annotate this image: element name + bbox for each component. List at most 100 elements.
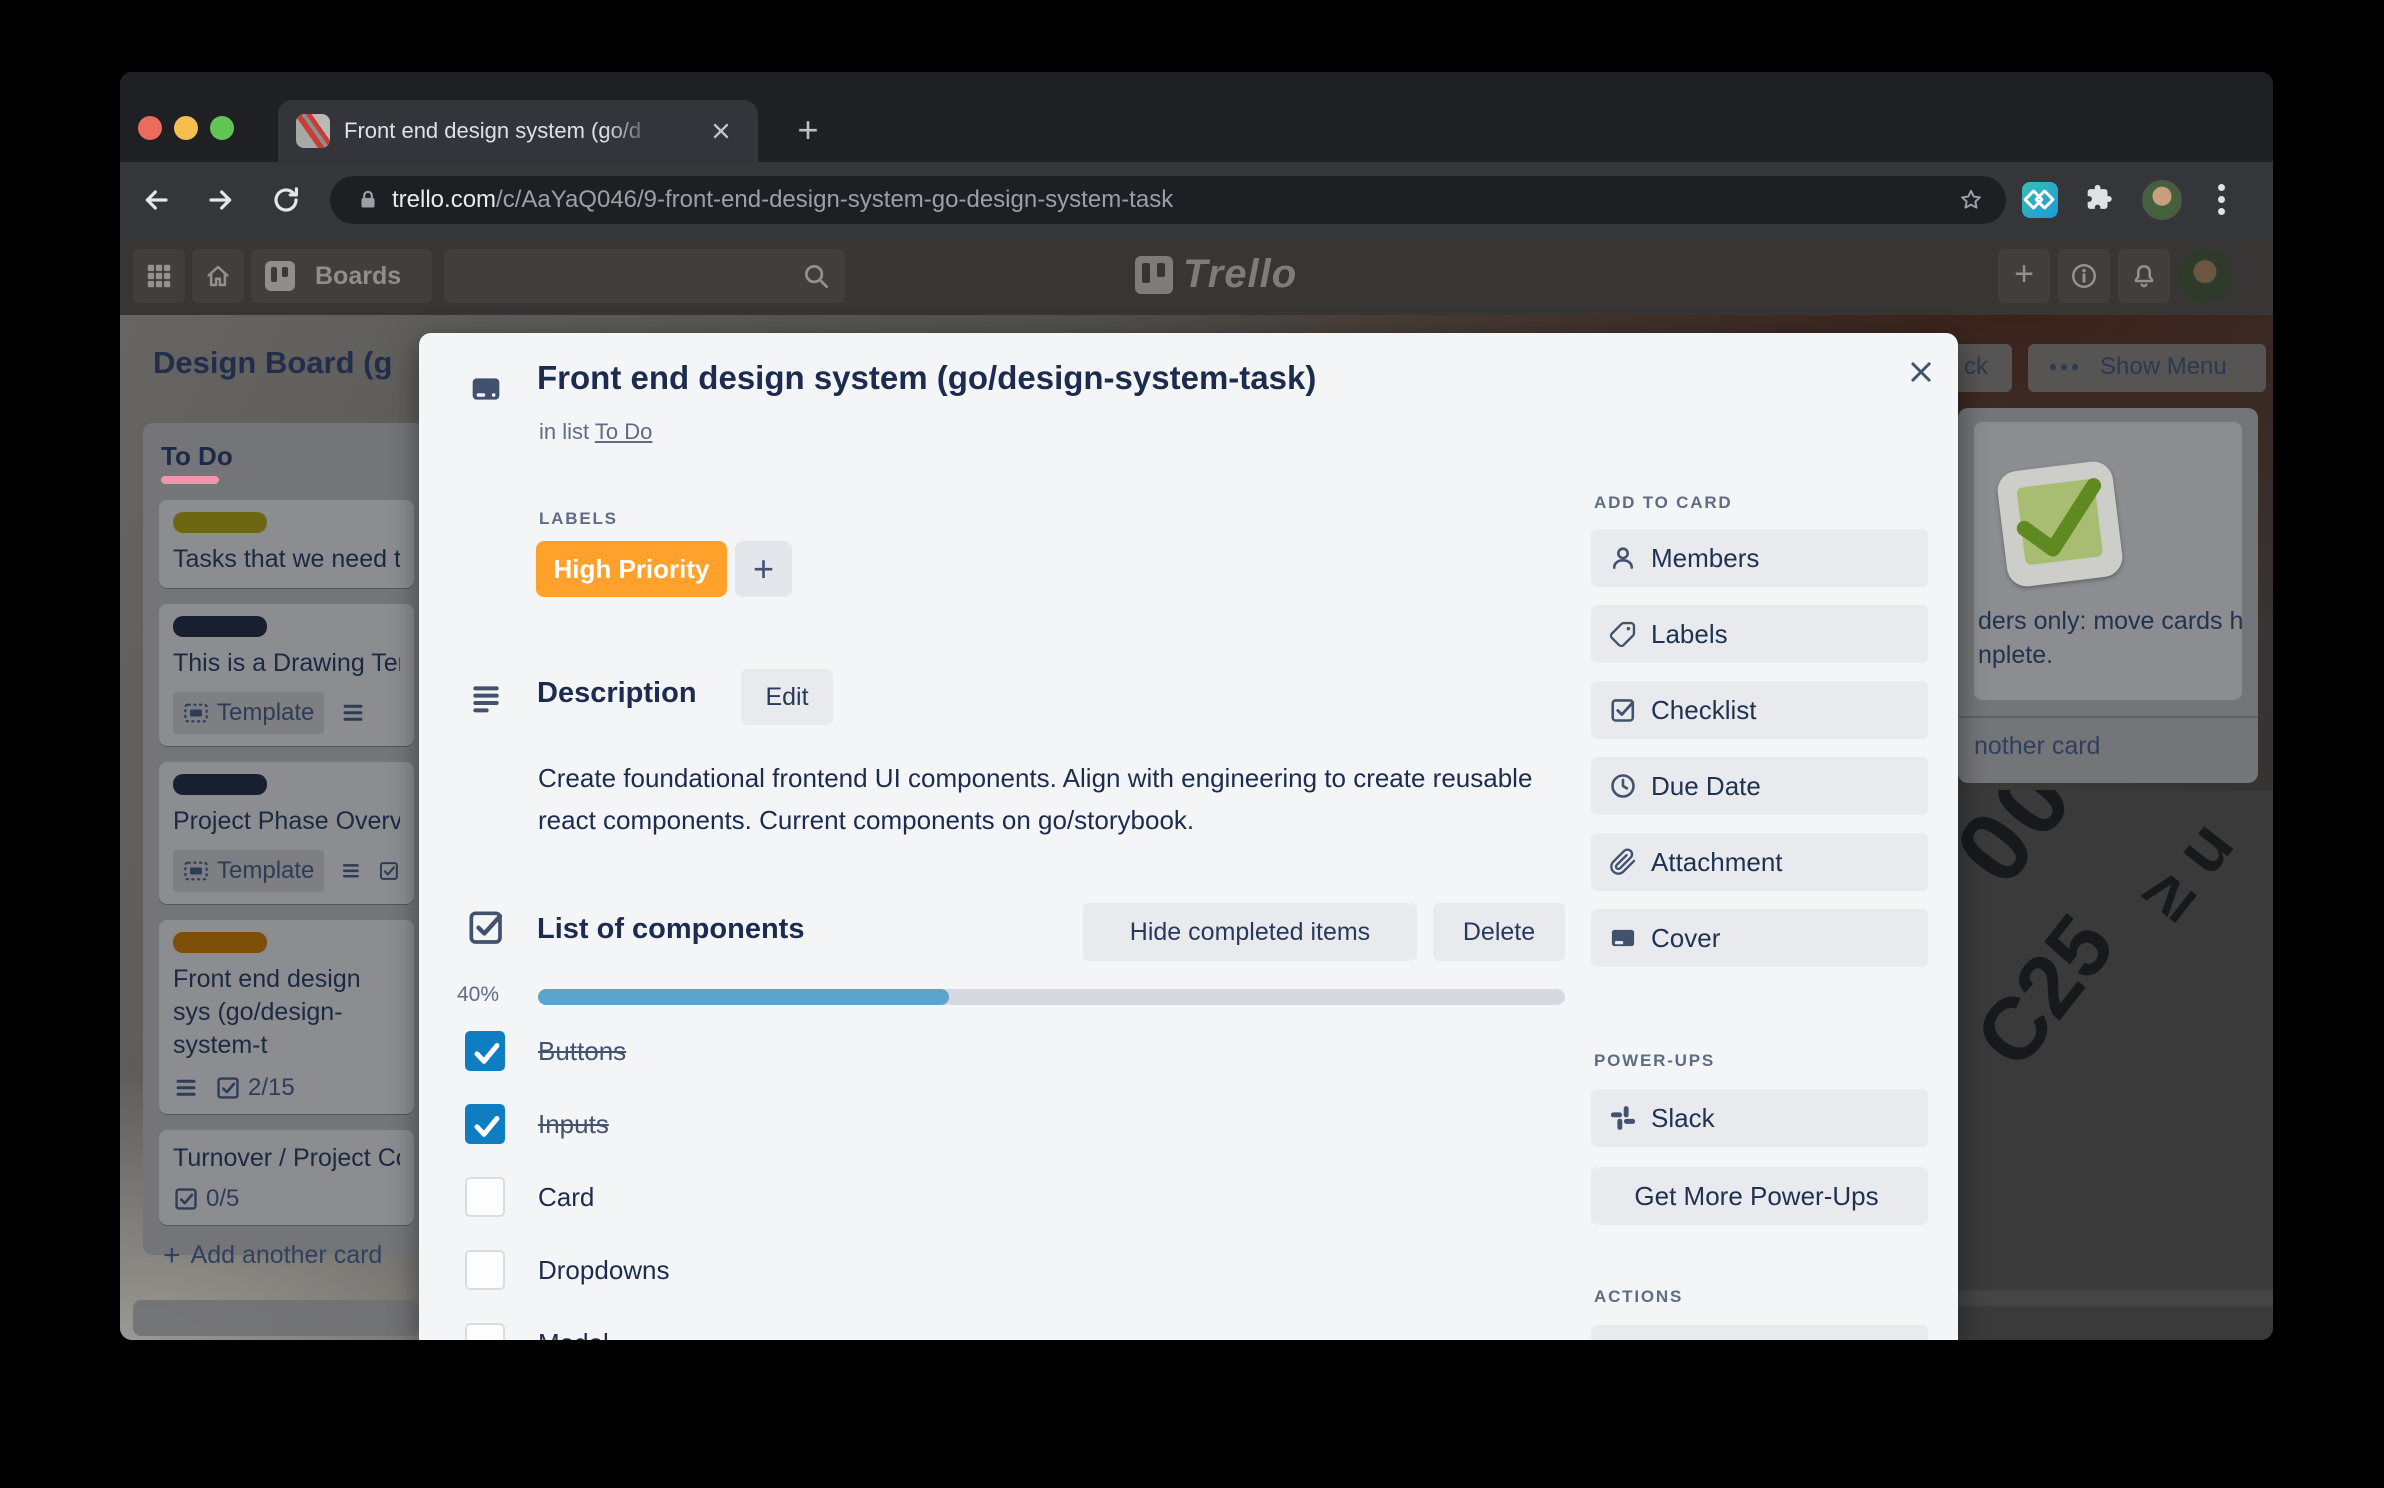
checkbox-unchecked-icon[interactable] — [465, 1177, 505, 1217]
members-button[interactable]: Members — [1591, 529, 1928, 587]
member-icon — [1609, 544, 1637, 572]
browser-profile-avatar[interactable] — [2142, 180, 2182, 220]
attachment-button[interactable]: Attachment — [1591, 833, 1928, 891]
checklist-item: Inputs — [465, 1104, 1565, 1177]
checklist-button[interactable]: Checklist — [1591, 681, 1928, 739]
board-title[interactable]: Design Board (g — [153, 345, 393, 380]
close-window-button[interactable] — [138, 116, 162, 140]
due-date-button[interactable]: Due Date — [1591, 757, 1928, 815]
trello-user-avatar[interactable] — [2178, 249, 2232, 303]
slack-powerup-button[interactable]: Slack — [1591, 1089, 1928, 1147]
description-badge-icon — [343, 864, 360, 878]
boards-button[interactable]: Boards — [251, 249, 432, 303]
checkbox-checked-icon[interactable] — [465, 1104, 505, 1144]
browser-window: Front end design system (go/d + — [120, 72, 2273, 1340]
info-button[interactable] — [2058, 249, 2110, 303]
back-button[interactable] — [140, 184, 172, 216]
powerups-header: POWER-UPS — [1594, 1051, 1716, 1070]
checklist-item-label[interactable]: Inputs — [538, 1109, 609, 1139]
template-badge: Template — [173, 850, 325, 892]
board-card[interactable]: Turnover / Project Co 0/5 — [159, 1130, 414, 1225]
board-card[interactable]: Project Phase Overv Template — [159, 762, 414, 904]
trello-favicon-icon — [296, 114, 330, 148]
actions-header: ACTIONS — [1594, 1287, 1684, 1306]
checklist-section-icon — [466, 907, 506, 947]
home-button[interactable] — [192, 249, 244, 303]
in-list-link[interactable]: To Do — [594, 419, 653, 444]
checklist-progress-track — [538, 989, 1565, 1005]
hide-completed-items-button[interactable]: Hide completed items — [1083, 903, 1417, 961]
card-front-icon — [467, 373, 505, 405]
checklist-item-label[interactable]: Dropdowns — [538, 1255, 670, 1285]
right-card-text: ders only: move cards h nplete. — [1978, 607, 2242, 669]
tab-close-icon[interactable] — [708, 118, 734, 144]
delete-checklist-button[interactable]: Delete — [1433, 903, 1565, 961]
notifications-bell-button[interactable] — [2118, 249, 2170, 303]
board-card[interactable]: This is a Drawing Ter Template — [159, 604, 414, 746]
checklist-count-badge: 2/15 — [215, 1074, 295, 1102]
card-label-navy — [173, 774, 267, 795]
checklist-progress-fill — [538, 989, 949, 1005]
checkbox-unchecked-icon[interactable] — [465, 1323, 505, 1340]
ellipsis-icon — [2050, 364, 2078, 370]
board-card[interactable]: Front end design sys (go/design-system-t… — [159, 920, 414, 1114]
close-modal-icon[interactable] — [1906, 357, 1936, 387]
in-list-line: in list To Do — [539, 419, 653, 444]
browser-toolbar: trello.com/c/AaYaQ046/9-front-end-design… — [120, 162, 2273, 238]
action-button-partial[interactable] — [1591, 1325, 1928, 1340]
labels-button[interactable]: Labels — [1591, 605, 1928, 663]
checkbox-unchecked-icon[interactable] — [465, 1250, 505, 1290]
extensions-puzzle-icon[interactable] — [2082, 182, 2116, 216]
checklist-item: Modal — [465, 1323, 1565, 1340]
cover-icon — [1609, 924, 1637, 952]
minimize-window-button[interactable] — [174, 116, 198, 140]
trello-page: Boards Trello + — [120, 238, 2273, 1340]
checkbox-checked-icon[interactable] — [465, 1031, 505, 1071]
checklist-item-label[interactable]: Card — [538, 1182, 595, 1212]
address-bar[interactable]: trello.com/c/AaYaQ046/9-front-end-design… — [330, 176, 2006, 224]
show-menu-button[interactable]: Show Menu — [2028, 344, 2266, 392]
add-to-card-header: ADD TO CARD — [1594, 493, 1733, 512]
modal-card-title[interactable]: Front end design system (go/design-syste… — [537, 359, 1317, 396]
clock-icon — [1609, 772, 1637, 800]
checklist-badge-icon — [380, 862, 399, 880]
extension-teal-icon[interactable] — [2022, 182, 2058, 218]
checklist-item: Card — [465, 1177, 1565, 1250]
description-header: Description — [537, 677, 697, 709]
checklist-item-label[interactable]: Buttons — [538, 1036, 627, 1066]
card-title: Front end design sys (go/design-system-t — [173, 965, 361, 1059]
edit-description-button[interactable]: Edit — [741, 669, 833, 725]
board-card[interactable]: Tasks that we need t — [159, 500, 414, 588]
template-badge: Template — [173, 692, 325, 734]
maximize-window-button[interactable] — [210, 116, 234, 140]
add-another-card-button[interactable]: + Add another card — [163, 1239, 383, 1272]
card-title: This is a Drawing Ter — [173, 649, 400, 677]
cover-button[interactable]: Cover — [1591, 909, 1928, 967]
browser-menu-icon[interactable] — [2216, 184, 2226, 218]
search-input[interactable] — [444, 249, 845, 303]
get-more-powerups-button[interactable]: Get More Power-Ups — [1591, 1167, 1928, 1225]
card-label-navy — [173, 616, 267, 637]
browser-tab[interactable]: Front end design system (go/d — [278, 100, 758, 162]
new-tab-button[interactable]: + — [797, 109, 819, 150]
boards-icon — [265, 261, 295, 291]
card-title: Tasks that we need t — [173, 545, 400, 573]
add-another-card-fragment[interactable]: nother card — [1974, 732, 2101, 760]
checklist-item-label[interactable]: Modal — [538, 1328, 609, 1340]
high-priority-label-chip[interactable]: High Priority — [536, 541, 727, 597]
todo-list: To Do Tasks that we need t This is a Dra… — [143, 423, 430, 1271]
forward-button[interactable] — [205, 184, 237, 216]
list-header[interactable]: To Do — [161, 441, 233, 471]
description-text[interactable]: Create foundational frontend UI componen… — [538, 763, 1533, 835]
apps-grid-button[interactable] — [133, 249, 185, 303]
right-board-card[interactable]: ders only: move cards h nplete. — [1974, 422, 2242, 700]
trello-topbar: Boards Trello + — [120, 238, 2273, 315]
add-label-button[interactable]: + — [735, 541, 792, 597]
url-path: /c/AaYaQ046/9-front-end-design-system-go… — [496, 186, 1174, 213]
add-button[interactable]: + — [1998, 249, 2050, 303]
tab-strip: Front end design system (go/d + — [120, 72, 2273, 162]
reload-button[interactable] — [270, 184, 302, 216]
bookmark-star-icon[interactable] — [1958, 187, 1984, 213]
lock-icon[interactable] — [356, 188, 380, 212]
